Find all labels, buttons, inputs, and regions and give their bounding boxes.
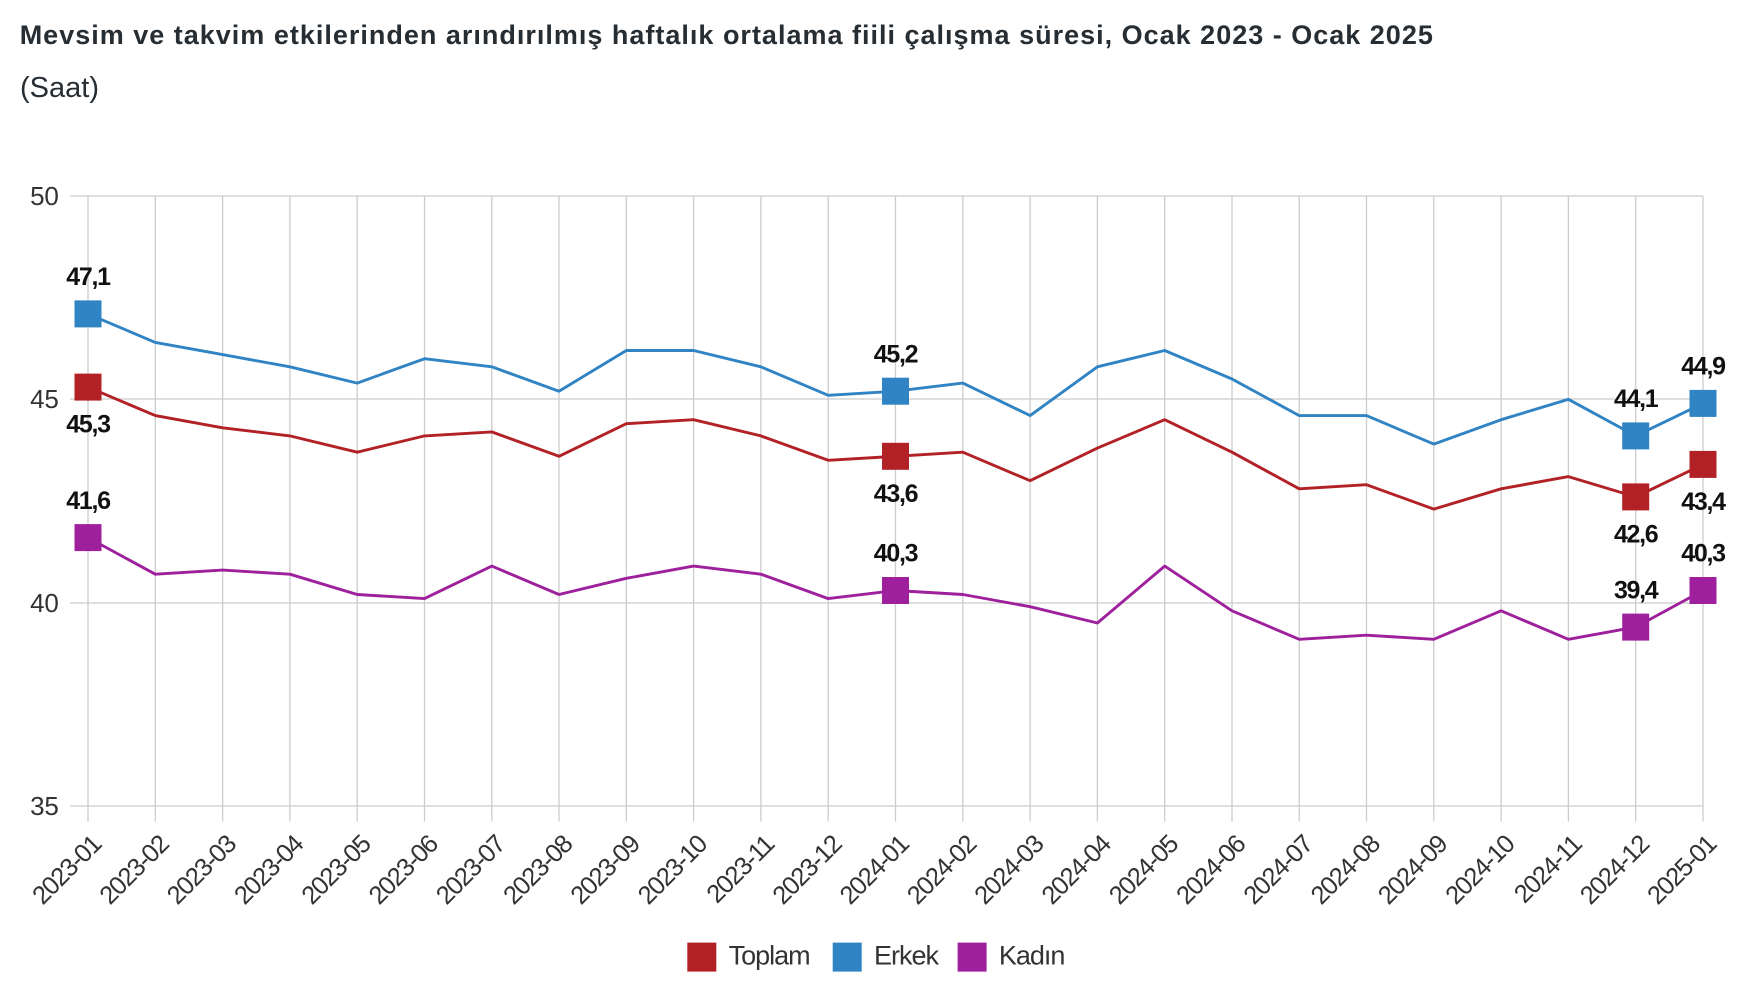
- svg-text:2023-05: 2023-05: [296, 830, 376, 910]
- svg-text:2023-08: 2023-08: [498, 830, 578, 910]
- svg-text:2024-10: 2024-10: [1440, 830, 1520, 910]
- svg-text:47,1: 47,1: [66, 263, 111, 291]
- svg-text:2024-06: 2024-06: [1171, 830, 1251, 910]
- svg-text:2024-05: 2024-05: [1104, 830, 1184, 910]
- svg-text:39,4: 39,4: [1614, 576, 1659, 604]
- svg-text:2023-09: 2023-09: [566, 830, 646, 910]
- svg-text:2024-07: 2024-07: [1239, 830, 1319, 910]
- svg-text:2023-03: 2023-03: [162, 830, 242, 910]
- svg-text:2023-04: 2023-04: [229, 830, 309, 910]
- svg-text:35: 35: [30, 791, 58, 821]
- svg-text:2025-01: 2025-01: [1642, 830, 1722, 910]
- svg-text:2024-11: 2024-11: [1509, 830, 1587, 908]
- svg-text:40,3: 40,3: [1681, 540, 1725, 568]
- svg-text:50: 50: [30, 181, 58, 211]
- svg-text:43,4: 43,4: [1681, 488, 1726, 516]
- svg-text:41,6: 41,6: [66, 487, 110, 515]
- svg-text:Toplam: Toplam: [729, 941, 810, 971]
- svg-text:2023-07: 2023-07: [431, 830, 511, 910]
- svg-text:2023-10: 2023-10: [633, 830, 713, 910]
- svg-text:2024-01: 2024-01: [835, 830, 915, 910]
- svg-text:2024-04: 2024-04: [1037, 830, 1117, 910]
- svg-text:Erkek: Erkek: [874, 941, 940, 971]
- svg-text:40: 40: [30, 588, 58, 618]
- svg-text:2023-06: 2023-06: [364, 830, 444, 910]
- svg-text:45: 45: [30, 384, 58, 414]
- svg-text:2024-03: 2024-03: [969, 830, 1049, 910]
- svg-text:43,6: 43,6: [874, 480, 918, 508]
- svg-text:44,9: 44,9: [1681, 353, 1725, 381]
- svg-text:2023-11: 2023-11: [701, 830, 779, 908]
- svg-text:2024-02: 2024-02: [902, 830, 982, 910]
- svg-text:40,3: 40,3: [874, 540, 918, 568]
- svg-text:45,2: 45,2: [874, 340, 918, 368]
- svg-text:Kadın: Kadın: [999, 941, 1065, 971]
- svg-text:2023-12: 2023-12: [767, 830, 847, 910]
- svg-text:2024-09: 2024-09: [1373, 830, 1453, 910]
- svg-text:2023-01: 2023-01: [27, 830, 107, 910]
- svg-text:45,3: 45,3: [66, 411, 110, 439]
- svg-text:42,6: 42,6: [1614, 520, 1658, 548]
- svg-text:2023-02: 2023-02: [95, 830, 175, 910]
- svg-text:2024-08: 2024-08: [1306, 830, 1386, 910]
- svg-text:44,1: 44,1: [1614, 385, 1659, 413]
- svg-text:2024-12: 2024-12: [1575, 830, 1655, 910]
